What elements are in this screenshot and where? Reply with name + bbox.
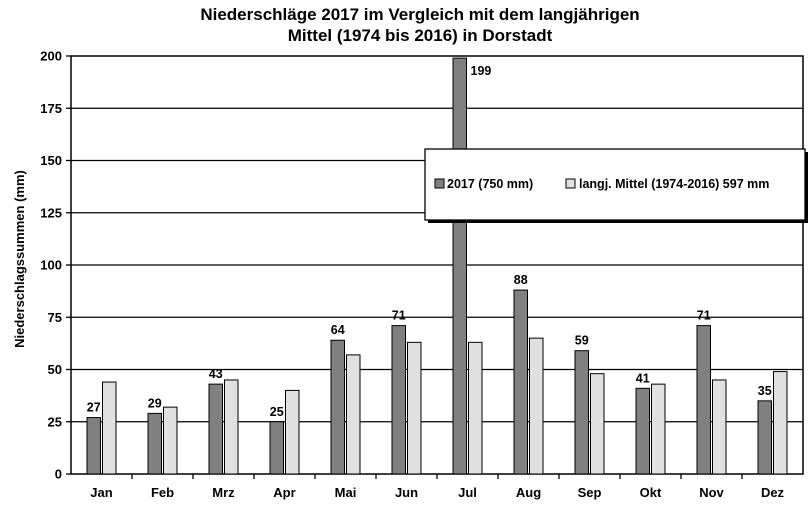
bar-2017	[513, 289, 528, 475]
data-label: 27	[87, 401, 101, 415]
bar-2017	[635, 387, 650, 475]
data-label: 59	[575, 334, 589, 348]
chart-subtitle: Mittel (1974 bis 2016) in Dorstadt	[288, 26, 553, 45]
legend-swatch-mittel	[565, 178, 576, 189]
data-label: 29	[148, 396, 162, 410]
data-label: 71	[697, 309, 711, 323]
y-tick-label: 0	[55, 467, 62, 482]
legend-box	[424, 148, 806, 221]
x-tick-label: Jan	[90, 485, 112, 500]
y-tick-label: 25	[48, 414, 62, 429]
bar-mittel	[651, 383, 666, 475]
bar-mittel	[468, 341, 483, 475]
bar-mittel	[224, 379, 239, 475]
x-tick-label: Aug	[516, 485, 541, 500]
legend-label-mittel: langj. Mittel (1974-2016) 597 mm	[579, 177, 769, 191]
data-label: 25	[270, 405, 284, 419]
bar-mittel	[712, 379, 727, 475]
bar-mittel	[346, 354, 361, 475]
bar-2017	[269, 421, 284, 475]
y-tick-label: 200	[40, 49, 62, 64]
data-label: 71	[392, 309, 406, 323]
data-label: 199	[471, 64, 492, 78]
y-tick-label: 150	[40, 153, 62, 168]
y-tick-label: 175	[40, 101, 62, 116]
bar-2017	[147, 412, 162, 475]
y-tick-label: 50	[48, 362, 62, 377]
bar-mittel	[590, 373, 605, 475]
legend: 2017 (750 mm) langj. Mittel (1974-2016) 5…	[424, 148, 808, 223]
bar-mittel	[163, 406, 178, 475]
bar-mittel	[102, 381, 117, 475]
legend-swatch-2017	[434, 178, 445, 189]
bar-mittel	[407, 341, 422, 475]
x-tick-label: Dez	[761, 485, 785, 500]
legend-label-2017: 2017 (750 mm)	[447, 177, 533, 191]
x-tick-label: Apr	[273, 485, 295, 500]
bar-2017	[391, 325, 406, 475]
bar-2017	[86, 417, 101, 475]
y-axis-ticks: 0 25 50 75 100 125 150 175 200	[40, 49, 71, 482]
x-tick-label: Mrz	[212, 485, 235, 500]
x-tick-label: Mai	[335, 485, 357, 500]
bar-2017	[208, 383, 223, 475]
y-axis-label: Niederschlagssummen (mm)	[12, 170, 27, 348]
chart-title: Niederschläge 2017 im Vergleich mit dem …	[200, 5, 639, 24]
data-label: 88	[514, 273, 528, 287]
bar-2017	[452, 57, 467, 475]
x-tick-label: Jul	[458, 485, 477, 500]
y-tick-label: 125	[40, 205, 62, 220]
bars: 27 29 43 25 64 71 199 88 59 41 71 35	[86, 57, 788, 475]
x-axis-ticks: Jan Feb Mrz Apr Mai Jun Jul Aug Sep Okt Nov Dez	[90, 474, 785, 500]
bar-mittel	[529, 337, 544, 475]
bar-2017	[757, 400, 772, 475]
y-tick-label: 100	[40, 258, 62, 273]
bar-2017	[330, 339, 345, 475]
data-label: 35	[758, 384, 772, 398]
bar-mittel	[285, 389, 300, 475]
bar-mittel	[773, 371, 788, 475]
bar-2017	[696, 325, 711, 475]
data-label: 64	[331, 323, 345, 337]
x-tick-label: Feb	[151, 485, 174, 500]
x-tick-label: Okt	[640, 485, 662, 500]
data-label: 41	[636, 371, 650, 385]
x-tick-label: Nov	[699, 485, 724, 500]
x-tick-label: Sep	[578, 485, 602, 500]
x-tick-label: Jun	[395, 485, 418, 500]
gridlines	[70, 55, 804, 475]
data-label: 43	[209, 367, 223, 381]
y-tick-label: 75	[48, 310, 62, 325]
bar-2017	[574, 350, 589, 475]
